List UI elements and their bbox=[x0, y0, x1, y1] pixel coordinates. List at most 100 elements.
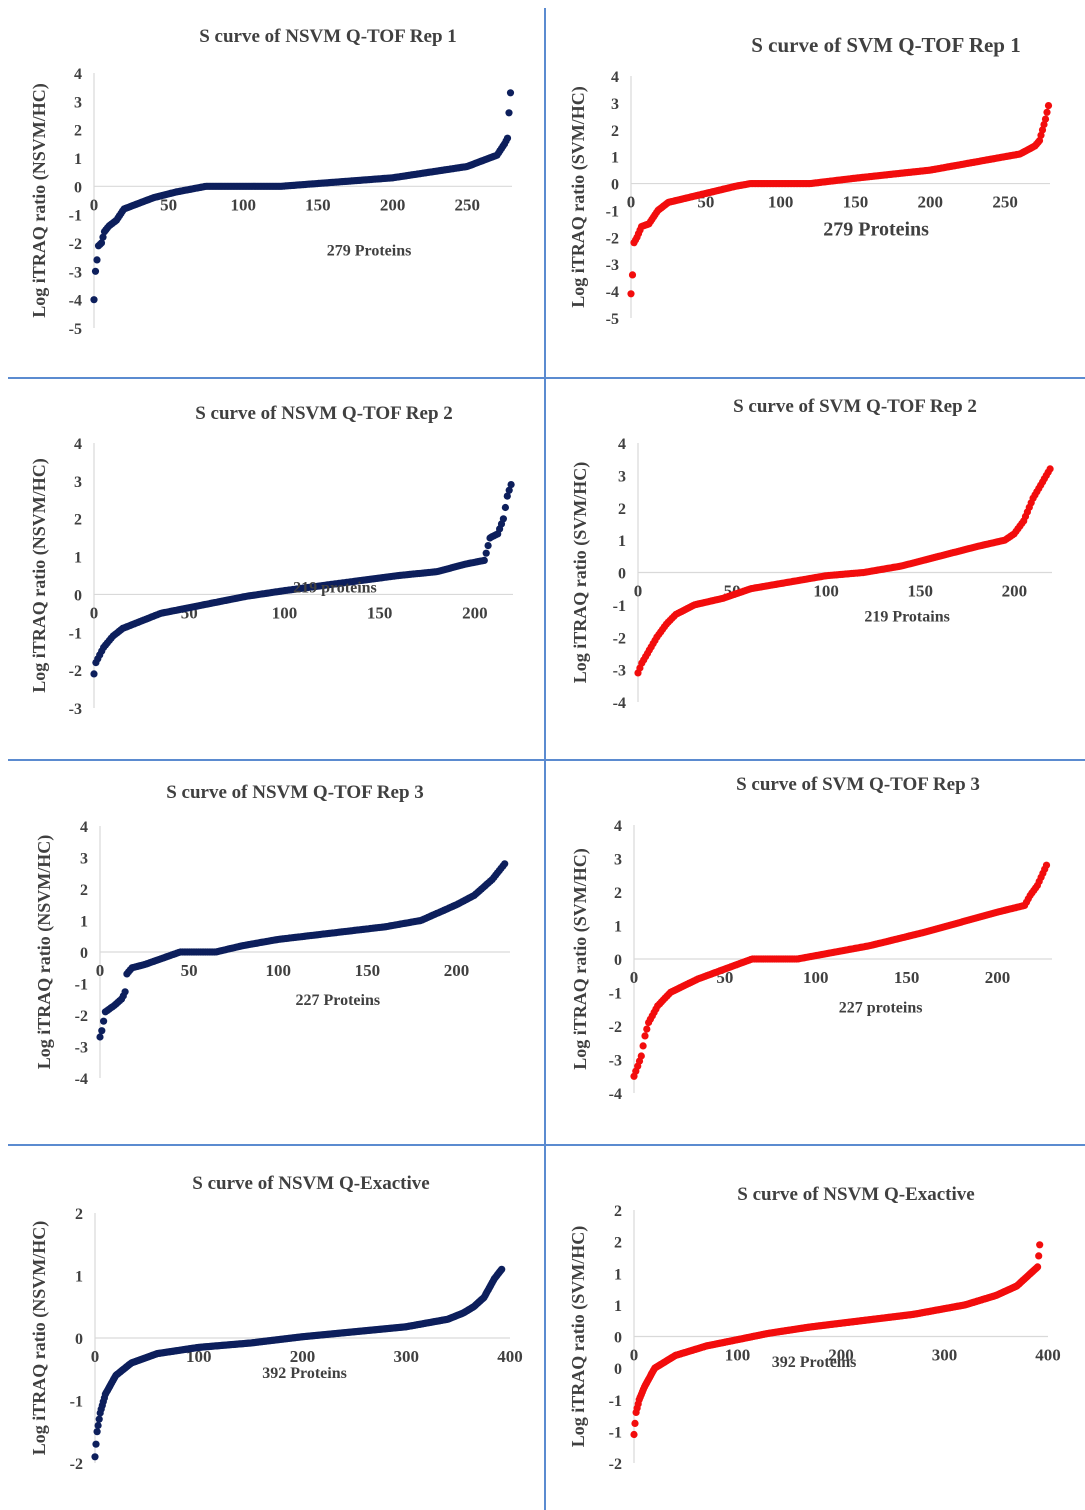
x-tick-label: 50 bbox=[160, 195, 177, 214]
protein-count-annotation: 227 Proteins bbox=[296, 992, 381, 1009]
y-tick-label: 1 bbox=[614, 1266, 622, 1283]
x-tick-label: 250 bbox=[992, 193, 1018, 212]
x-tick-label: 100 bbox=[231, 195, 257, 214]
chart-title: S curve of NSVM Q-TOF Rep 3 bbox=[166, 782, 424, 803]
y-tick-label: -1 bbox=[613, 598, 626, 615]
chart-title: S curve of SVM Q-TOF Rep 1 bbox=[751, 33, 1020, 57]
y-tick-label: 0 bbox=[618, 566, 626, 583]
chart-title: S curve of SVM Q-TOF Rep 3 bbox=[736, 774, 980, 795]
y-tick-label: -1 bbox=[70, 1394, 83, 1411]
data-point bbox=[507, 481, 515, 489]
y-tick-label: 3 bbox=[611, 96, 619, 113]
data-point bbox=[484, 542, 492, 550]
x-tick-label: 0 bbox=[90, 195, 99, 214]
data-point bbox=[505, 109, 513, 117]
y-axis-label: Log iTRAQ ratio (SVM/HC) bbox=[568, 1226, 589, 1447]
data-point bbox=[506, 89, 515, 97]
data-point bbox=[643, 1025, 651, 1033]
data-point bbox=[1036, 1241, 1044, 1249]
x-tick-label: 200 bbox=[918, 193, 944, 212]
y-tick-label: 4 bbox=[614, 818, 622, 835]
chart-title: S curve of NSVM Q-TOF Rep 2 bbox=[195, 403, 453, 424]
y-tick-label: -1 bbox=[69, 625, 82, 642]
data-point bbox=[99, 233, 107, 241]
y-tick-label: 1 bbox=[614, 919, 622, 936]
x-tick-label: 250 bbox=[454, 195, 480, 214]
y-tick-label: 0 bbox=[614, 952, 622, 969]
x-tick-label: 0 bbox=[630, 968, 639, 987]
x-tick-label: 0 bbox=[91, 1347, 100, 1366]
protein-count-annotation: 227 proteins bbox=[839, 1000, 923, 1017]
data-point bbox=[482, 549, 490, 557]
x-tick-label: 0 bbox=[90, 603, 99, 622]
y-tick-label: 0 bbox=[614, 1361, 622, 1378]
data-point bbox=[100, 1017, 108, 1025]
series-points bbox=[90, 481, 515, 678]
y-tick-label: 0 bbox=[74, 587, 82, 604]
data-point bbox=[631, 1419, 639, 1427]
data-point bbox=[93, 256, 101, 264]
data-point bbox=[94, 1421, 102, 1430]
data-point bbox=[91, 1453, 99, 1461]
data-point bbox=[627, 290, 635, 298]
y-tick-label: -1 bbox=[609, 986, 622, 1003]
x-tick-label: 150 bbox=[367, 603, 393, 622]
y-tick-label: 3 bbox=[80, 851, 88, 868]
y-tick-label: 1 bbox=[80, 914, 88, 931]
y-tick-label: 1 bbox=[614, 1298, 622, 1315]
x-tick-label: 300 bbox=[932, 1346, 958, 1365]
data-point bbox=[637, 1052, 645, 1060]
chart-panels: S curve of NSVM Q-TOF Rep 1 -5 -4 -3 -2 -1 0 1 2… bbox=[29, 26, 1061, 1473]
y-tick-label: 0 bbox=[75, 1331, 83, 1348]
y-tick-label: 1 bbox=[611, 150, 619, 167]
y-tick-label: -1 bbox=[75, 977, 88, 994]
chart-title: S curve of NSVM Q-Exactive bbox=[192, 1173, 429, 1194]
y-tick-label: 2 bbox=[614, 885, 622, 902]
x-tick-label: 0 bbox=[627, 193, 636, 212]
y-tick-label: -5 bbox=[69, 321, 82, 338]
y-tick-label: 1 bbox=[74, 550, 82, 567]
data-point bbox=[95, 1415, 103, 1423]
y-tick-label: 2 bbox=[74, 512, 82, 529]
y-tick-label: -3 bbox=[613, 663, 626, 680]
y-tick-label: 2 bbox=[614, 1203, 622, 1220]
x-tick-label: 0 bbox=[634, 582, 643, 601]
y-tick-label: -2 bbox=[69, 236, 82, 253]
x-tick-label: 200 bbox=[380, 195, 406, 214]
y-axis-label: Log iTRAQ ratio (SVM/HC) bbox=[570, 848, 591, 1069]
y-tick-label: 3 bbox=[74, 474, 82, 491]
y-tick-label: -3 bbox=[69, 264, 82, 281]
protein-count-annotation: 279 Proteins bbox=[823, 219, 929, 241]
chart-panel-6: S curve of SVM Q-TOF Rep 3 -4 -3 -2 -1 0 1 2 3 4 0… bbox=[570, 774, 1052, 1103]
y-tick-label: -3 bbox=[75, 1040, 88, 1057]
y-tick-label: -2 bbox=[609, 1019, 622, 1036]
y-tick-label: 0 bbox=[611, 177, 619, 194]
x-tick-label: 50 bbox=[181, 961, 198, 980]
y-tick-label: 4 bbox=[611, 69, 619, 86]
protein-count-annotation: 219 Protains bbox=[864, 609, 949, 626]
y-tick-label: -4 bbox=[609, 1086, 622, 1103]
protein-count-annotation: 392 Proteins bbox=[262, 1365, 347, 1382]
x-tick-label: 150 bbox=[355, 961, 381, 980]
data-point bbox=[1035, 1252, 1043, 1260]
chart-panel-2: S curve of SVM Q-TOF Rep 1 -5 -4 -3 -2 -1 0 1 2 3… bbox=[568, 33, 1053, 328]
y-tick-label: -2 bbox=[613, 630, 626, 647]
x-tick-label: 200 bbox=[462, 603, 488, 622]
data-point bbox=[1044, 102, 1053, 110]
y-tick-label: -2 bbox=[609, 1456, 622, 1473]
chart-panel-4: S curve of SVM Q-TOF Rep 2 -4 -3 -2 -1 0 1 2 3 4 0… bbox=[570, 396, 1054, 712]
data-point bbox=[92, 1440, 100, 1448]
data-point bbox=[501, 860, 509, 868]
series-points bbox=[634, 465, 1054, 677]
x-tick-label: 100 bbox=[266, 961, 292, 980]
x-tick-label: 100 bbox=[768, 193, 794, 212]
x-tick-label: 200 bbox=[1002, 582, 1028, 601]
x-tick-label: 200 bbox=[828, 1346, 854, 1365]
series-points bbox=[91, 1265, 506, 1461]
y-axis-label: Log iTRAQ ratio (SVM/HC) bbox=[568, 86, 589, 307]
y-tick-label: -1 bbox=[609, 1393, 622, 1410]
y-tick-label: 2 bbox=[75, 1206, 83, 1223]
y-tick-label: 3 bbox=[618, 468, 626, 485]
chart-title: S curve of NSVM Q-TOF Rep 1 bbox=[199, 26, 457, 47]
